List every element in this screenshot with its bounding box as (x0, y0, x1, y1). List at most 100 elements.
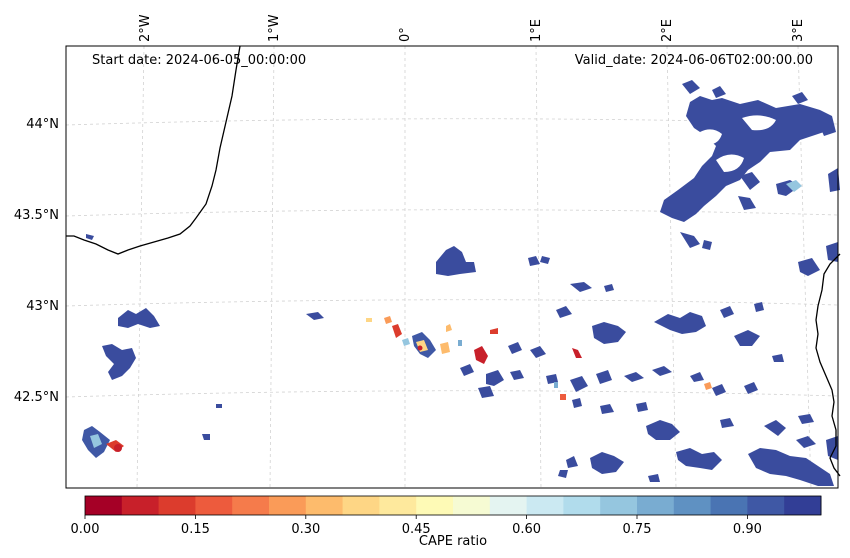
cape-area (306, 312, 324, 320)
cape-area (384, 316, 392, 324)
colorbar-tick-label: 0.45 (402, 522, 431, 537)
cape-area (786, 180, 802, 192)
cape-area (528, 256, 540, 266)
colorbar-tick-label: 0.90 (733, 522, 762, 537)
cape-area (604, 284, 614, 292)
cape-area (690, 372, 704, 382)
cape-area (474, 346, 488, 364)
cape-area (102, 344, 136, 380)
colorbar-swatch (784, 496, 822, 515)
cape-area (478, 386, 494, 398)
colorbar-swatch (416, 496, 454, 515)
cape-area (720, 418, 734, 428)
colorbar-swatch (673, 496, 712, 515)
cape-area (826, 242, 838, 262)
colorbar-swatch (342, 496, 380, 515)
colorbar-swatch (305, 496, 344, 515)
cape-area (744, 382, 758, 394)
cape-area (436, 246, 476, 276)
cape-area (660, 96, 832, 222)
lat-label-44n: 44°N (26, 117, 59, 132)
lon-label-3e: 3°E (791, 19, 806, 42)
cape-area (566, 456, 578, 468)
cape-area (446, 324, 452, 332)
cape-area (828, 168, 840, 192)
colorbar-swatch (637, 496, 675, 515)
colorbar-swatch (453, 496, 491, 515)
atlantic-coastline (66, 45, 241, 255)
cape-area (490, 328, 498, 334)
cape-area (646, 420, 680, 440)
cape-area (734, 330, 760, 346)
cape-area (86, 234, 94, 240)
cape-area (460, 364, 474, 376)
cape-area (202, 434, 210, 440)
cape-area (654, 312, 706, 334)
mediterranean-coastline (815, 253, 841, 477)
colorbar-label: CAPE ratio (419, 534, 487, 549)
colorbar-frame (84, 495, 822, 516)
valid-date-label: Valid_date: 2024-06-06T02:00:00.00 (575, 53, 813, 68)
cape-area (680, 232, 700, 248)
cape-area (366, 318, 372, 322)
meridian-2w (136, 45, 145, 489)
cape-area (572, 398, 582, 408)
cape-area (540, 256, 550, 264)
cape-area (738, 196, 756, 210)
cape-area (676, 448, 722, 470)
cape-area (216, 404, 222, 408)
cape-area (636, 402, 648, 412)
colorbar-swatch (489, 496, 528, 515)
cape-area (530, 346, 546, 358)
colorbar-swatch (85, 496, 123, 515)
longitude-labels: 2°W 1°W 0° 1°E 2°E 3°E (138, 14, 806, 42)
colorbar: 0.00 0.15 0.30 0.45 0.60 0.75 0.90 CAPE ratio (71, 495, 822, 549)
cape-area (554, 382, 558, 388)
map-frame (65, 45, 839, 489)
cape-area (556, 306, 572, 318)
lon-label-1w: 1°W (267, 14, 282, 42)
cape-area (596, 370, 612, 384)
cape-area (417, 345, 423, 351)
cape-area (798, 414, 814, 424)
parallel-43n (65, 299, 839, 307)
cape-area (704, 382, 712, 390)
colorbar-swatch (563, 496, 601, 515)
cape-area (772, 354, 784, 362)
cape-area (510, 370, 524, 380)
cape-area (558, 470, 568, 478)
cape-area (114, 444, 122, 452)
colorbar-tick-label: 0.60 (512, 522, 541, 537)
cape-area (702, 240, 712, 250)
colorbar-tick-label: 0.30 (291, 522, 320, 537)
cape-area (652, 366, 672, 376)
parallel-43-5n (65, 209, 839, 217)
lat-label-42-5n: 42.5°N (14, 390, 59, 405)
cape-area (508, 342, 522, 354)
cape-area (118, 308, 160, 328)
lat-label-43-5n: 43.5°N (14, 208, 59, 223)
cape-area (682, 80, 700, 94)
colorbar-swatch (747, 496, 785, 515)
cape-area (754, 302, 764, 312)
colorbar-tick-label: 0.75 (623, 522, 652, 537)
cape-area (90, 434, 102, 448)
cape-area (648, 474, 660, 482)
colorbar-swatch (121, 496, 160, 515)
meridian-1w (269, 45, 275, 489)
cape-area (570, 376, 588, 392)
cape-area (624, 372, 644, 382)
cape-area (546, 374, 558, 384)
colorbar-swatch (232, 496, 270, 515)
lon-label-1e: 1°E (529, 19, 544, 42)
cape-area (592, 322, 626, 344)
cape-area (764, 420, 786, 436)
cape-area (796, 436, 816, 448)
cape-area (570, 282, 592, 292)
cape-area (392, 324, 402, 338)
cape-area (700, 129, 722, 145)
cape-area (818, 116, 836, 136)
meridian-1e (535, 45, 542, 489)
cape-area (720, 306, 734, 318)
